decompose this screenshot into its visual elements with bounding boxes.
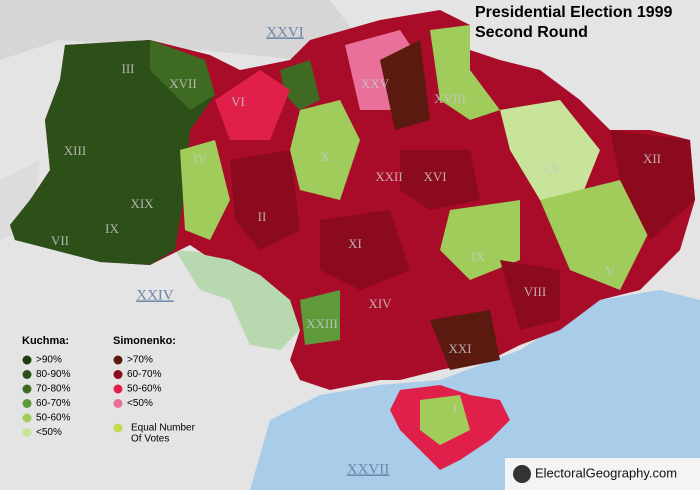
region-label: IV [193,151,207,166]
region-label: XVI [423,169,446,184]
region-label: XII [643,151,661,166]
legend-swatch [22,384,32,394]
legend-swatch [113,423,123,433]
region-label: VI [231,94,245,109]
legend-label: Of Votes [131,434,169,445]
patch [500,100,600,200]
region-label: XIII [64,143,86,158]
region-label: V [605,263,615,278]
patch [500,260,560,330]
patch [430,310,500,370]
region-label: XIX [130,196,154,211]
region-label: XXII [375,169,402,184]
patch [610,130,695,240]
region-label: IX [471,249,485,264]
legend-swatch [113,399,123,408]
patch [150,40,215,110]
patch [215,70,290,140]
patch [540,180,650,290]
legend-label: 60-70% [127,369,162,380]
region-label: VIII [524,284,546,299]
region-label: XIV [368,296,392,311]
patch [430,25,500,120]
region-label: XXV [361,76,390,91]
region-label: XXI [448,341,471,356]
credit-box [505,458,700,490]
patch [290,100,360,200]
legend-label: >90% [36,355,62,366]
legend-label: Equal Number [131,423,196,434]
outside-label: XXIV [136,287,174,303]
legend-heading: Kuchma: [22,335,69,347]
legend-label: <50% [36,427,62,438]
region-label: IX [105,221,119,236]
legend-label: <50% [127,398,153,409]
subtitle: Second Round [475,24,588,41]
legend-label: 80-90% [36,369,71,380]
patch [380,40,430,130]
region-label: XXIII [306,316,338,331]
patch [180,140,230,240]
credit: ElectoralGeography.com [535,465,677,480]
legend-label: 70-80% [36,384,71,395]
legend-heading: Simonenko: [113,335,176,347]
legend-swatch [22,399,32,408]
legend: Kuchma: >90% 80-90% 70-80% 60-70% 50-60% <50% S… [22,335,196,445]
legend-swatch [113,355,123,365]
globe-icon [513,465,531,483]
region-label: VII [51,233,69,248]
patch [320,210,410,290]
patch [400,150,480,210]
legend-swatch [22,413,32,423]
region-label: XI [348,236,362,251]
region-label: XX [541,161,560,176]
moldova [175,250,300,350]
legend-label: 60-70% [36,398,71,409]
patch [230,150,300,250]
legend-swatch [113,370,123,379]
legend-label: 50-60% [36,413,71,424]
outside-label: XXVII [347,461,390,477]
legend-swatch [22,428,32,437]
neighbor-north [0,0,360,60]
patch [420,395,470,445]
legend-swatch [22,355,32,365]
region-label: X [320,149,330,164]
region-label: XVIII [434,91,466,106]
patch [300,290,340,345]
sea [250,290,700,490]
region-label: II [258,209,267,224]
region-label: XVII [169,76,196,91]
west-region [10,40,215,265]
legend-label: >70% [127,355,153,366]
region-label: I [453,401,457,416]
outside-label: XXVI [266,24,304,40]
legend-swatch [113,384,123,394]
patch [280,60,320,110]
legend-label: 50-60% [127,384,162,395]
region-label: III [122,61,135,76]
legend-swatch [22,370,32,379]
title: Presidential Election 1999 [475,4,673,21]
